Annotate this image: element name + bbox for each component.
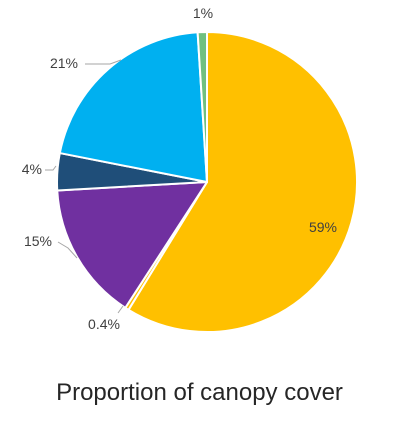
data-label-0: 59% <box>309 219 337 235</box>
data-label-1: 0.4% <box>88 316 120 332</box>
chart-title: Proportion of canopy cover <box>56 379 343 406</box>
leader-lines-layer <box>45 59 124 314</box>
pie-chart: 59% 0.4% 15% 4% 21% 1% <box>22 5 358 333</box>
slices-layer <box>56 30 358 333</box>
pie-slice-0 <box>127 31 358 333</box>
pie-slice-5 <box>196 30 208 183</box>
leader-line-4 <box>85 59 122 65</box>
data-label-5: 1% <box>193 5 213 21</box>
leader-line-2 <box>57 241 78 259</box>
pie-slice-4 <box>58 31 208 183</box>
data-label-4: 21% <box>50 55 78 71</box>
leader-line-1 <box>117 305 124 314</box>
data-label-2: 15% <box>24 233 52 249</box>
pie-slice-2 <box>56 181 208 309</box>
data-label-3: 4% <box>22 161 42 177</box>
leader-line-3 <box>45 165 57 171</box>
data-labels-layer: 59% 0.4% 15% 4% 21% 1% <box>22 5 337 332</box>
